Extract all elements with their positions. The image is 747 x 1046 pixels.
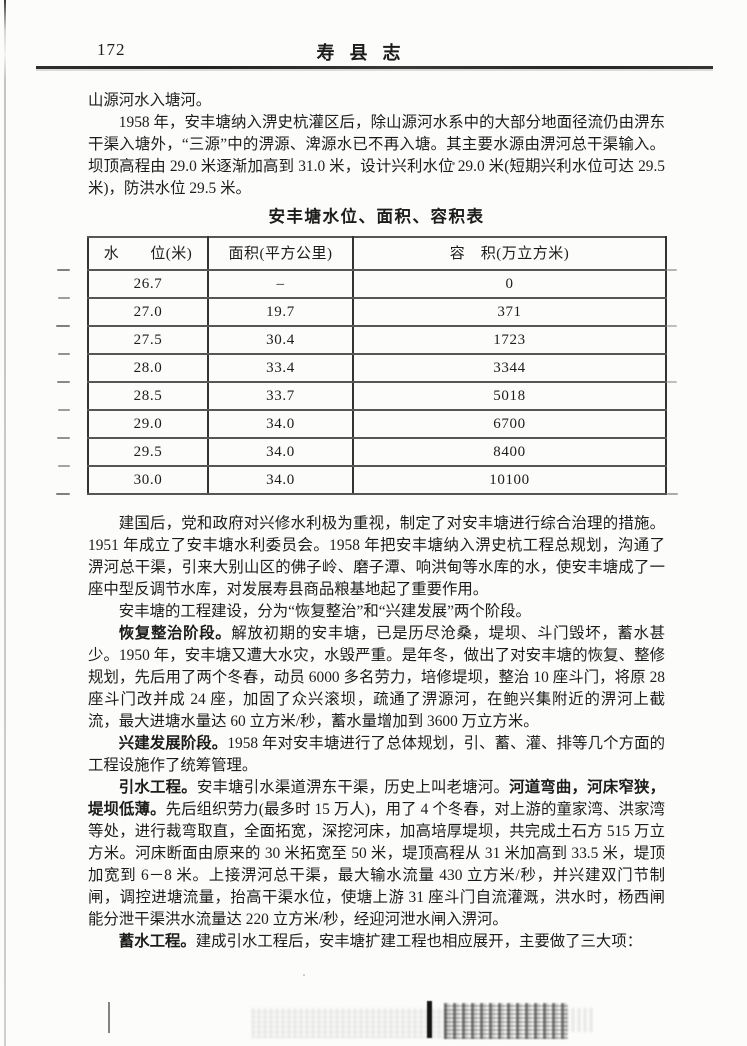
table-cell: 33.7 bbox=[207, 381, 354, 411]
table-header-cell: 面积(平方公里) bbox=[207, 236, 354, 271]
table-cell: 29.0 bbox=[87, 409, 209, 439]
top-paragraphs: 山源河水入塘河。 1958 年，安丰塘纳入淠史杭灌区后，除山源河水系中的大部分地面… bbox=[88, 90, 665, 200]
scan-speck bbox=[452, 162, 455, 165]
paragraph: 恢复整治阶段。解放初期的安丰塘，已是历尽沧桑，堤坝、斗门毁坏，蓄水甚少。1950… bbox=[88, 623, 665, 733]
table-cell: 33.4 bbox=[207, 353, 354, 383]
water-level-area-capacity-table: 水 位(米) 面积(平方公里) 容 积(万立方米) 26.7–0 27.0 19.7 37… bbox=[87, 236, 667, 495]
scan-speck bbox=[303, 974, 305, 976]
scan-smudge bbox=[252, 1008, 452, 1038]
scan-tick bbox=[667, 325, 677, 327]
table-header-row: 水 位(米) 面积(平方公里) 容 积(万立方米) bbox=[87, 236, 667, 271]
table-row: 29.0 34.0 6700 bbox=[87, 409, 667, 439]
paragraph: 安丰塘的工程建设，分为“恢复整治”和“兴建发展”两个阶段。 bbox=[88, 601, 665, 623]
emphasis-text: 引水工程。 bbox=[118, 779, 197, 796]
body-text: 解放初期的安丰塘，已是历尽沧桑，堤坝、斗门毁坏，蓄水甚少。1950 年，安丰塘又… bbox=[88, 625, 665, 730]
table-cell: 8400 bbox=[352, 437, 667, 467]
table-cell: 19.7 bbox=[207, 297, 354, 327]
scan-smudge bbox=[444, 1003, 568, 1039]
table-cell: 371 bbox=[352, 297, 667, 327]
table-row: 27.5 30.4 1723 bbox=[87, 325, 667, 355]
body-text: 1958 年对安丰塘进行了总体规划，引、蓄、灌、排等几个方面的工程设施作了统筹管… bbox=[88, 735, 665, 774]
scan-tick bbox=[57, 269, 70, 271]
header-rule bbox=[36, 66, 713, 69]
table-cell: 30.0 bbox=[87, 465, 209, 495]
body-text: 山源河水入塘河。 bbox=[88, 92, 212, 109]
table-cell: 0 bbox=[352, 269, 667, 299]
body-text: 建成引水工程后，安丰塘扩建工程也相应展开，主要做了三大项： bbox=[195, 933, 643, 950]
scan-tick bbox=[667, 493, 678, 495]
scan-tick bbox=[57, 437, 70, 439]
body-text: 安丰塘的工程建设，分为“恢复整治”和“兴建发展”两个阶段。 bbox=[118, 603, 531, 620]
body-text: 建国后，党和政府对兴修水利极为重视，制定了对安丰塘进行综合治理的措施。1951 … bbox=[88, 515, 665, 598]
table-cell: 30.4 bbox=[207, 325, 354, 355]
emphasis-text: 恢复整治阶段。 bbox=[118, 625, 232, 642]
table-row: 30.0 34.0 10100 bbox=[87, 465, 667, 495]
scan-smudge bbox=[566, 1008, 596, 1032]
table-cell: 28.5 bbox=[87, 381, 209, 411]
emphasis-text: 蓄水工程。 bbox=[118, 933, 196, 950]
paragraph: 蓄水工程。建成引水工程后，安丰塘扩建工程也相应展开，主要做了三大项： bbox=[88, 931, 665, 953]
scan-tick bbox=[56, 493, 70, 495]
table-row: 28.5 33.7 5018 bbox=[87, 381, 667, 411]
table-cell: 1723 bbox=[352, 325, 667, 355]
table-body: 26.7–0 27.0 19.7 371 27.5 30.4 1723 28.0 33.4 334… bbox=[87, 269, 667, 495]
paragraph: 引水工程。安丰塘引水渠道淠东干渠，历史上叫老塘河。河道弯曲，河床窄狭，堤坝低薄。… bbox=[88, 777, 665, 931]
table-cell: – bbox=[207, 269, 354, 299]
table-cell: 5018 bbox=[352, 381, 667, 411]
paragraph: 建国后，党和政府对兴修水利极为重视，制定了对安丰塘进行综合治理的措施。1951 … bbox=[88, 513, 665, 601]
table-cell: 28.0 bbox=[87, 353, 209, 383]
table-cell: 3344 bbox=[352, 353, 667, 383]
scan-tick bbox=[667, 269, 677, 271]
emphasis-text: 兴建发展阶段。 bbox=[118, 735, 228, 752]
scan-tick bbox=[58, 353, 70, 355]
scan-tick bbox=[58, 297, 70, 299]
scan-tick bbox=[58, 409, 70, 411]
scan-tick bbox=[57, 381, 70, 383]
table-row: 28.0 33.4 3344 bbox=[87, 353, 667, 383]
paragraph: 山源河水入塘河。 bbox=[88, 90, 665, 112]
scan-smudge bbox=[427, 1001, 432, 1038]
table-row: 29.5 34.0 8400 bbox=[87, 437, 667, 467]
table-cell: 26.7 bbox=[87, 269, 209, 299]
bottom-paragraphs: 建国后，党和政府对兴修水利极为重视，制定了对安丰塘进行综合治理的措施。1951 … bbox=[88, 513, 665, 953]
scan-edge-artifact bbox=[4, 0, 6, 1046]
table-row: 27.0 19.7 371 bbox=[87, 297, 667, 327]
page-content: 山源河水入塘河。 1958 年，安丰塘纳入淠史杭灌区后，除山源河水系中的大部分地面… bbox=[87, 90, 667, 953]
table-cell: 6700 bbox=[352, 409, 667, 439]
emphasis-text: 河道弯曲，河床窄狭，堤坝低薄。 bbox=[88, 779, 665, 818]
body-text: 1958 年，安丰塘纳入淠史杭灌区后，除山源河水系中的大部分地面径流仍由淠东干渠… bbox=[88, 114, 665, 197]
table-cell: 10100 bbox=[352, 465, 667, 495]
table-header-cell: 容 积(万立方米) bbox=[352, 236, 667, 271]
scan-tick bbox=[56, 325, 70, 327]
scan-tick bbox=[58, 465, 70, 467]
table-row: 26.7–0 bbox=[87, 269, 667, 299]
scan-smudge bbox=[108, 1002, 110, 1033]
table-cell: 27.5 bbox=[87, 325, 209, 355]
book-title: 寿县志 bbox=[316, 43, 416, 63]
table-cell: 34.0 bbox=[207, 409, 354, 439]
paragraph: 兴建发展阶段。1958 年对安丰塘进行了总体规划，引、蓄、灌、排等几个方面的工程… bbox=[88, 733, 665, 777]
table-cell: 29.5 bbox=[87, 437, 209, 467]
table-cell: 27.0 bbox=[87, 297, 209, 327]
table-header-row: 水 位(米) 面积(平方公里) 容 积(万立方米) bbox=[87, 236, 667, 271]
body-text: 先后组织劳力(最多时 15 万人)，用了 4 个冬春，对上游的童家湾、洪家湾等处… bbox=[88, 801, 665, 928]
table-cell: 34.0 bbox=[207, 465, 354, 495]
page-number: 172 bbox=[97, 40, 126, 59]
table-cell: 34.0 bbox=[207, 437, 354, 467]
table-title: 安丰塘水位、面积、容积表 bbox=[268, 208, 485, 226]
scan-tick bbox=[667, 381, 677, 383]
table-header-cell: 水 位(米) bbox=[87, 236, 209, 271]
body-text: 安丰塘引水渠道淠东干渠，历史上叫老塘河。 bbox=[196, 779, 510, 796]
paragraph: 1958 年，安丰塘纳入淠史杭灌区后，除山源河水系中的大部分地面径流仍由淠东干渠… bbox=[88, 112, 665, 200]
